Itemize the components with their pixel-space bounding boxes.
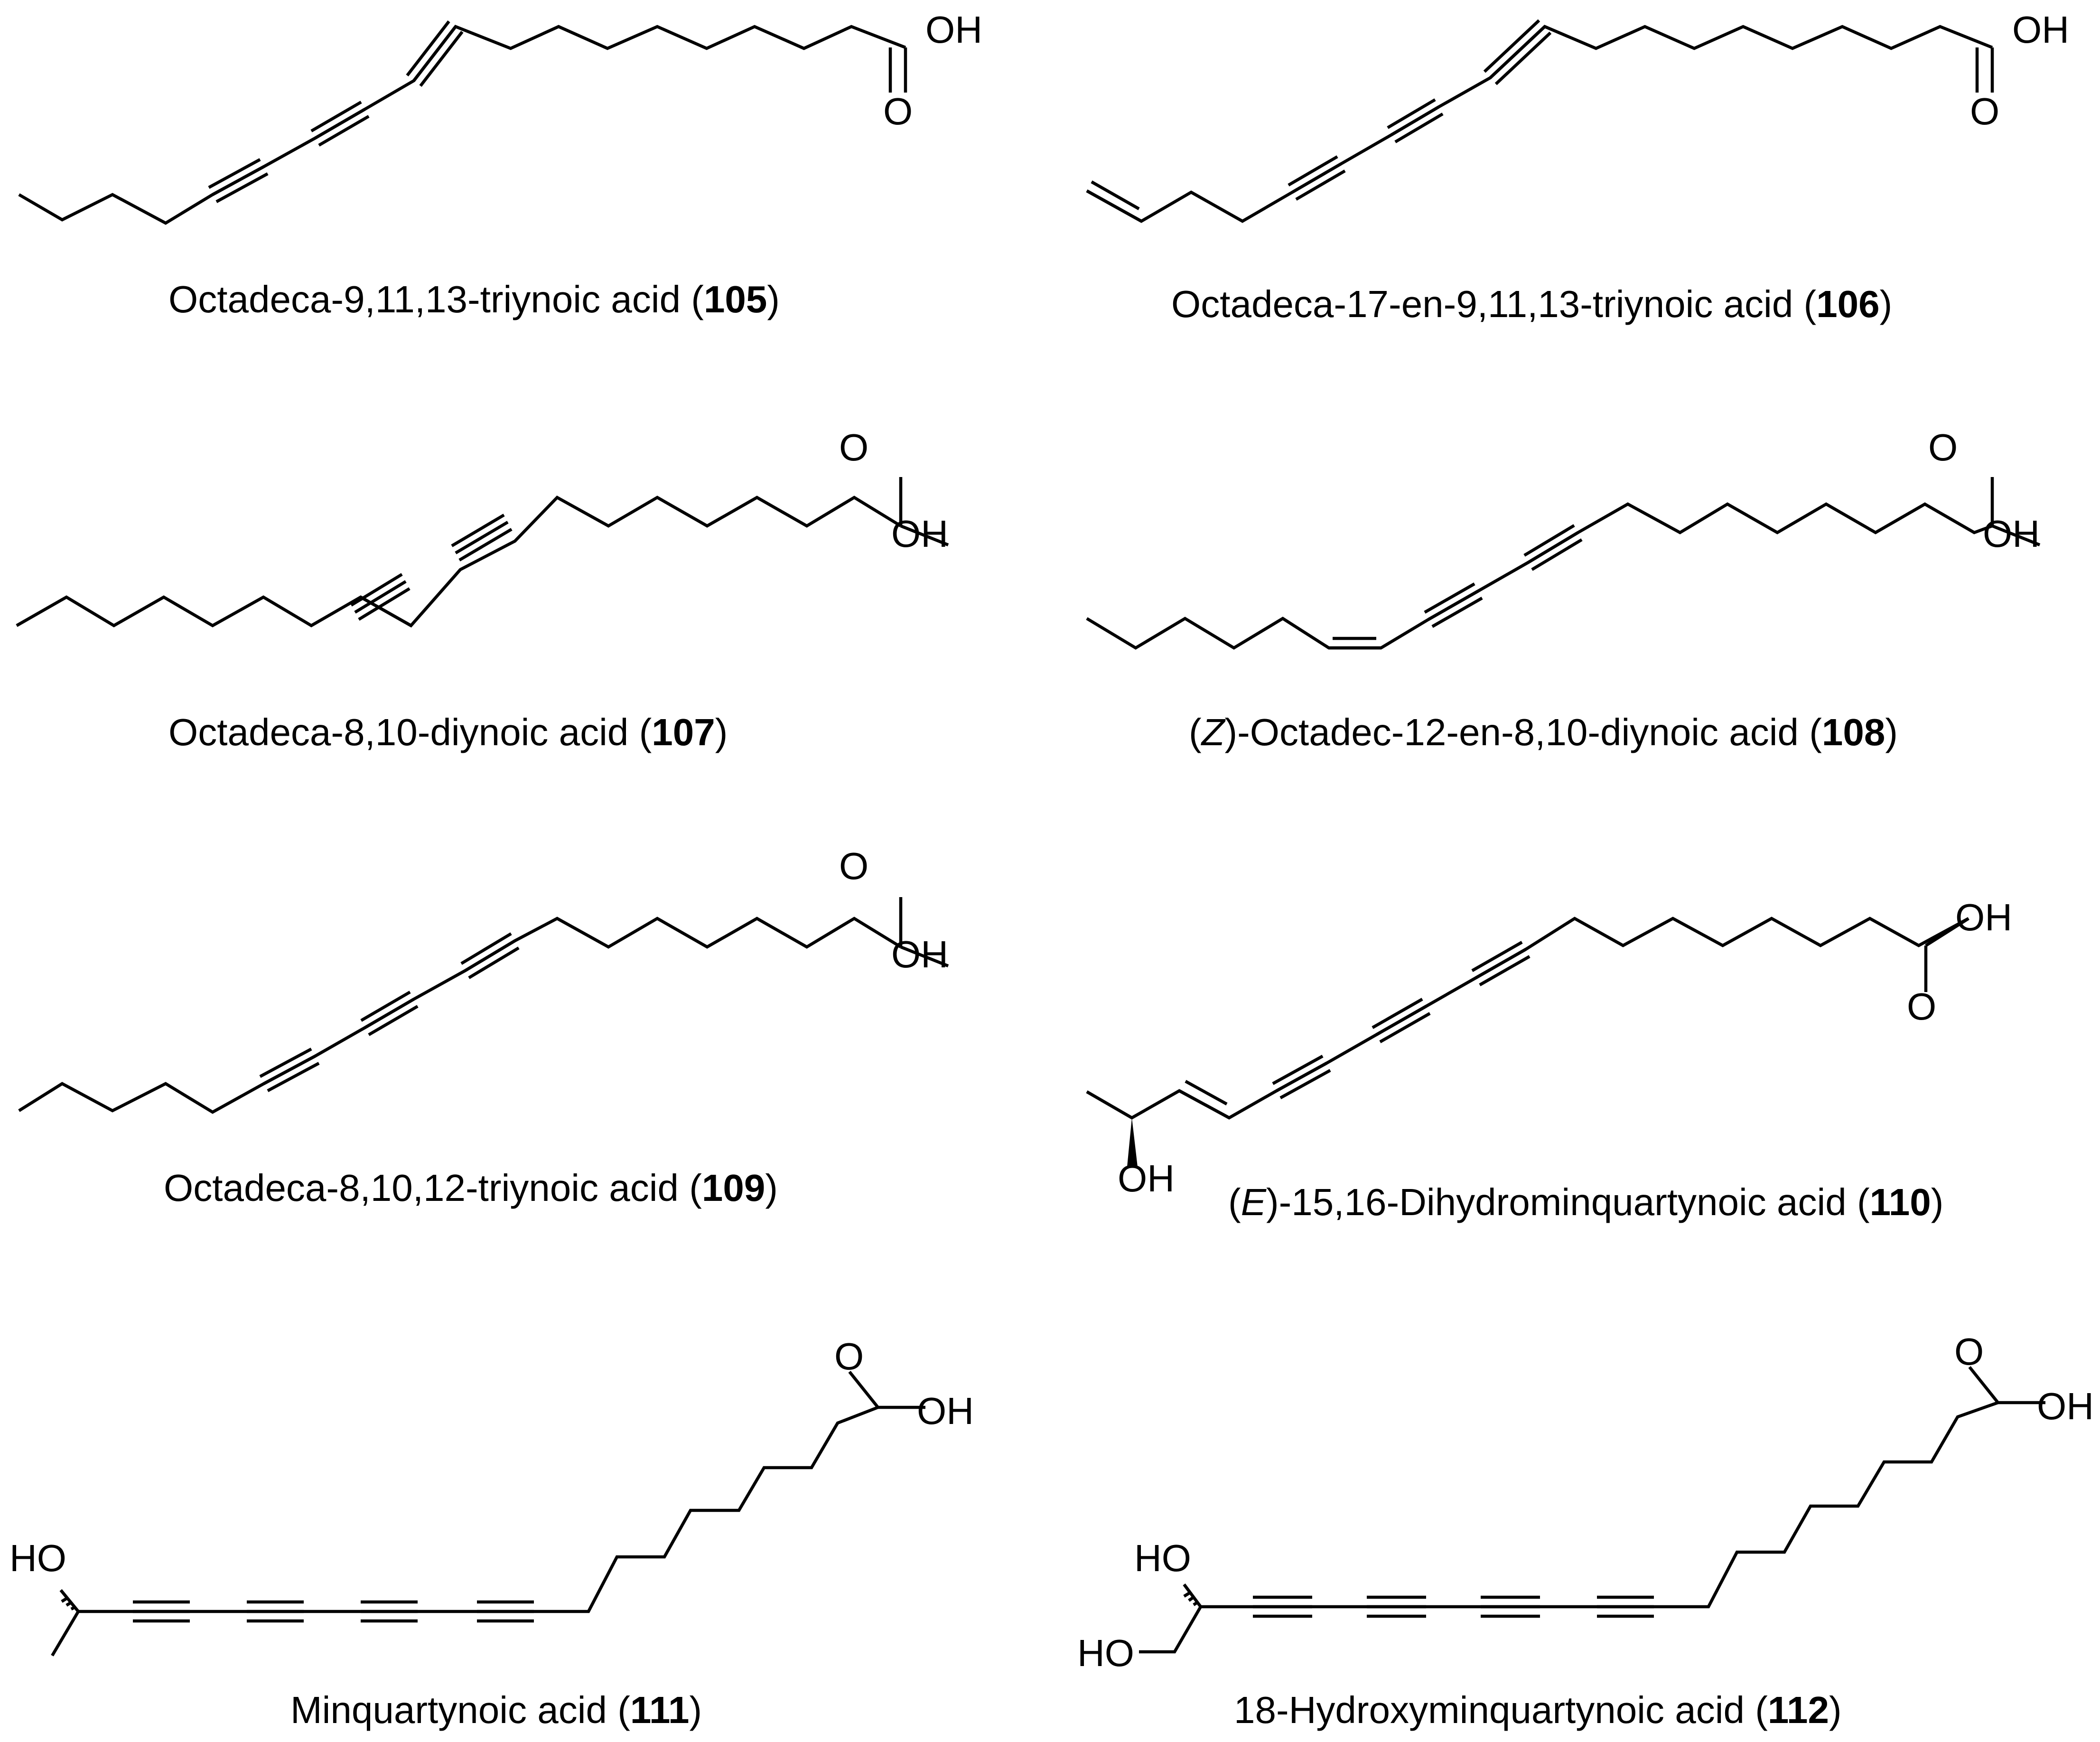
atom-label: O xyxy=(1928,426,1958,468)
double-bond xyxy=(1178,1080,1230,1119)
bond-chain xyxy=(1086,25,1993,223)
atom-label: OH xyxy=(917,1390,974,1432)
caption-108: (Z)-Octadec-12-en-8,10-diynoic acid (108… xyxy=(1189,711,1898,753)
triple-bonds xyxy=(1288,19,1552,201)
structure-105: OH O Octadeca-9,11,13-triynoic acid (105… xyxy=(18,9,982,320)
atom-label: O xyxy=(839,426,868,468)
bond-chain xyxy=(1991,524,2041,547)
bond-chain xyxy=(1086,917,1969,1120)
atom-label: OH xyxy=(1955,896,2012,938)
caption-105: Octadeca-9,11,13-triynoic acid (105) xyxy=(168,278,780,320)
bond-chain xyxy=(18,25,906,225)
bond-chain xyxy=(848,1370,879,1409)
caption-111: Minquartynoic acid (111) xyxy=(290,1689,702,1731)
hash-bond xyxy=(1183,1583,1202,1608)
hash-bond xyxy=(59,1589,80,1613)
bond-chain xyxy=(1086,502,1993,650)
bond-chain xyxy=(51,1405,879,1657)
structure-112: O OH HO HO 18-Hydroxyminquartynoic acid … xyxy=(1077,1330,2094,1731)
triple-bonds xyxy=(133,1600,534,1623)
atom-label: HO xyxy=(1077,1632,1134,1674)
triple-bonds xyxy=(208,20,464,203)
structure-106: OH O Octadeca-17-en-9,11,13-triynoic aci… xyxy=(1086,9,2069,325)
atom-label: O xyxy=(834,1335,864,1377)
structure-111: O OH HO Minquartynoic acid (111) xyxy=(9,1335,974,1731)
atom-label: HO xyxy=(9,1537,66,1579)
bond-chain xyxy=(1925,917,1969,947)
caption-107: Octadeca-8,10-diynoic acid (107) xyxy=(168,711,728,753)
atom-label: O xyxy=(839,845,868,887)
bond-chain xyxy=(900,945,949,968)
atom-label: O xyxy=(883,90,913,132)
triple-bonds xyxy=(1272,941,1531,1099)
atom-label: O xyxy=(1954,1330,1984,1373)
bond-chain xyxy=(18,917,902,1114)
atom-label: O xyxy=(1970,90,1999,132)
caption-109: Octadeca-8,10,12-triynoic acid (109) xyxy=(164,1167,778,1209)
atom-label: OH xyxy=(891,513,948,555)
wedge-bond xyxy=(1127,1118,1138,1167)
structure-108: O OH (Z)-Octadec-12-en-8,10-diynoic acid… xyxy=(1086,426,2041,753)
caption-106: Octadeca-17-en-9,11,13-triynoic acid (10… xyxy=(1171,283,1892,325)
double-bond xyxy=(1086,180,1142,223)
triple-bonds xyxy=(1424,524,1583,628)
bond-chain xyxy=(16,495,902,628)
atom-label: OH xyxy=(891,933,948,975)
atom-label: OH xyxy=(1983,513,2040,555)
triple-bonds xyxy=(259,932,520,1092)
atom-label: OH xyxy=(1118,1157,1175,1199)
atom-label: OH xyxy=(2037,1385,2094,1427)
atom-label: OH xyxy=(2012,9,2069,51)
structure-109: O OH Octadeca-8,10,12-triynoic acid (109… xyxy=(18,845,949,1209)
triple-bonds xyxy=(1253,1595,1654,1618)
triple-bonds xyxy=(350,514,513,627)
structure-107: O OH Octadeca-8,10-diynoic acid (107) xyxy=(16,426,949,753)
caption-112: 18-Hydroxyminquartynoic acid (112) xyxy=(1234,1689,1842,1731)
caption-110: (E)-15,16-Dihydrominquartynoic acid (110… xyxy=(1228,1181,1943,1223)
atom-label: O xyxy=(1907,985,1936,1028)
bond-chain xyxy=(1139,1401,1999,1654)
double-bond xyxy=(1329,637,1381,650)
atom-label: HO xyxy=(1134,1537,1191,1579)
structure-110: OH O OH (E)-15,16-Dihydrominquartynoic a… xyxy=(1086,896,2012,1223)
bond-chain xyxy=(1968,1366,1999,1404)
bond-chain xyxy=(900,524,949,547)
atom-label: OH xyxy=(925,9,982,51)
